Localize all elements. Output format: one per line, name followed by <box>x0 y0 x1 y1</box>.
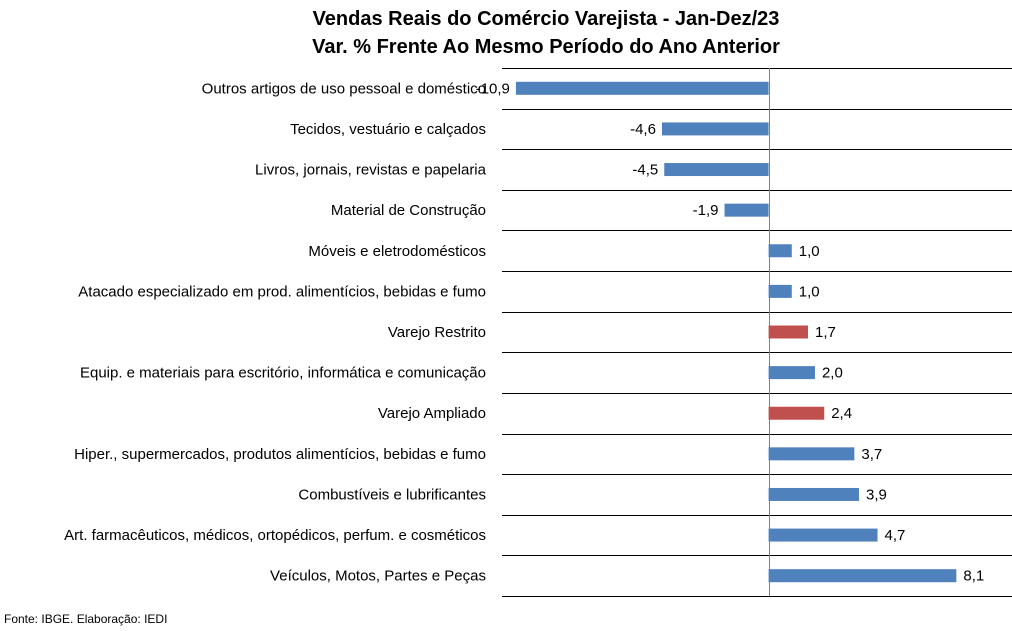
bar <box>768 325 808 339</box>
bar <box>515 81 769 95</box>
data-label: 1,0 <box>799 283 820 300</box>
category-label: Combustíveis e lubrificantes <box>298 486 486 503</box>
bar <box>768 244 792 258</box>
category-label: Atacado especializado em prod. alimentíc… <box>78 283 486 300</box>
category-label: Livros, jornais, revistas e papelaria <box>255 162 487 179</box>
category-label: Veículos, Motos, Partes e Peças <box>270 568 486 585</box>
data-label: -4,5 <box>632 162 658 179</box>
category-label: Varejo Ampliado <box>378 405 486 422</box>
bar <box>768 284 792 298</box>
category-label: Equip. e materiais para escritório, info… <box>80 365 486 382</box>
category-label: Hiper., supermercados, produtos alimentí… <box>74 446 486 463</box>
chart-subtitle: Var. % Frente Ao Mesmo Período do Ano An… <box>312 36 780 58</box>
bar <box>768 569 957 583</box>
data-label: 3,9 <box>866 486 887 503</box>
chart-title: Vendas Reais do Comércio Varejista - Jan… <box>312 8 780 30</box>
data-label: -4,6 <box>630 121 656 138</box>
data-label: 1,7 <box>815 324 836 341</box>
category-label: Móveis e eletrodomésticos <box>308 243 486 260</box>
bar <box>768 487 859 501</box>
bar <box>664 163 769 177</box>
category-label: Tecidos, vestuário e calçados <box>290 121 486 138</box>
data-label: 4,7 <box>885 527 906 544</box>
bar <box>724 203 769 217</box>
bar <box>661 122 769 136</box>
bar <box>768 447 855 461</box>
category-label: Art. farmacêuticos, médicos, ortopédicos… <box>64 527 486 544</box>
bar <box>768 528 878 542</box>
bar <box>768 366 815 380</box>
data-label: 2,4 <box>831 405 852 422</box>
bar <box>768 406 825 420</box>
data-label: 8,1 <box>963 568 984 585</box>
data-label: -10,9 <box>476 80 510 97</box>
source-note: Fonte: IBGE. Elaboração: IEDI <box>4 612 168 626</box>
data-label: -1,9 <box>693 202 719 219</box>
category-label: Varejo Restrito <box>388 324 486 341</box>
category-label: Material de Construção <box>331 202 486 219</box>
data-label: 1,0 <box>799 243 820 260</box>
data-label: 2,0 <box>822 365 843 382</box>
category-label: Outros artigos de uso pessoal e doméstic… <box>202 80 486 97</box>
data-label: 3,7 <box>861 446 882 463</box>
